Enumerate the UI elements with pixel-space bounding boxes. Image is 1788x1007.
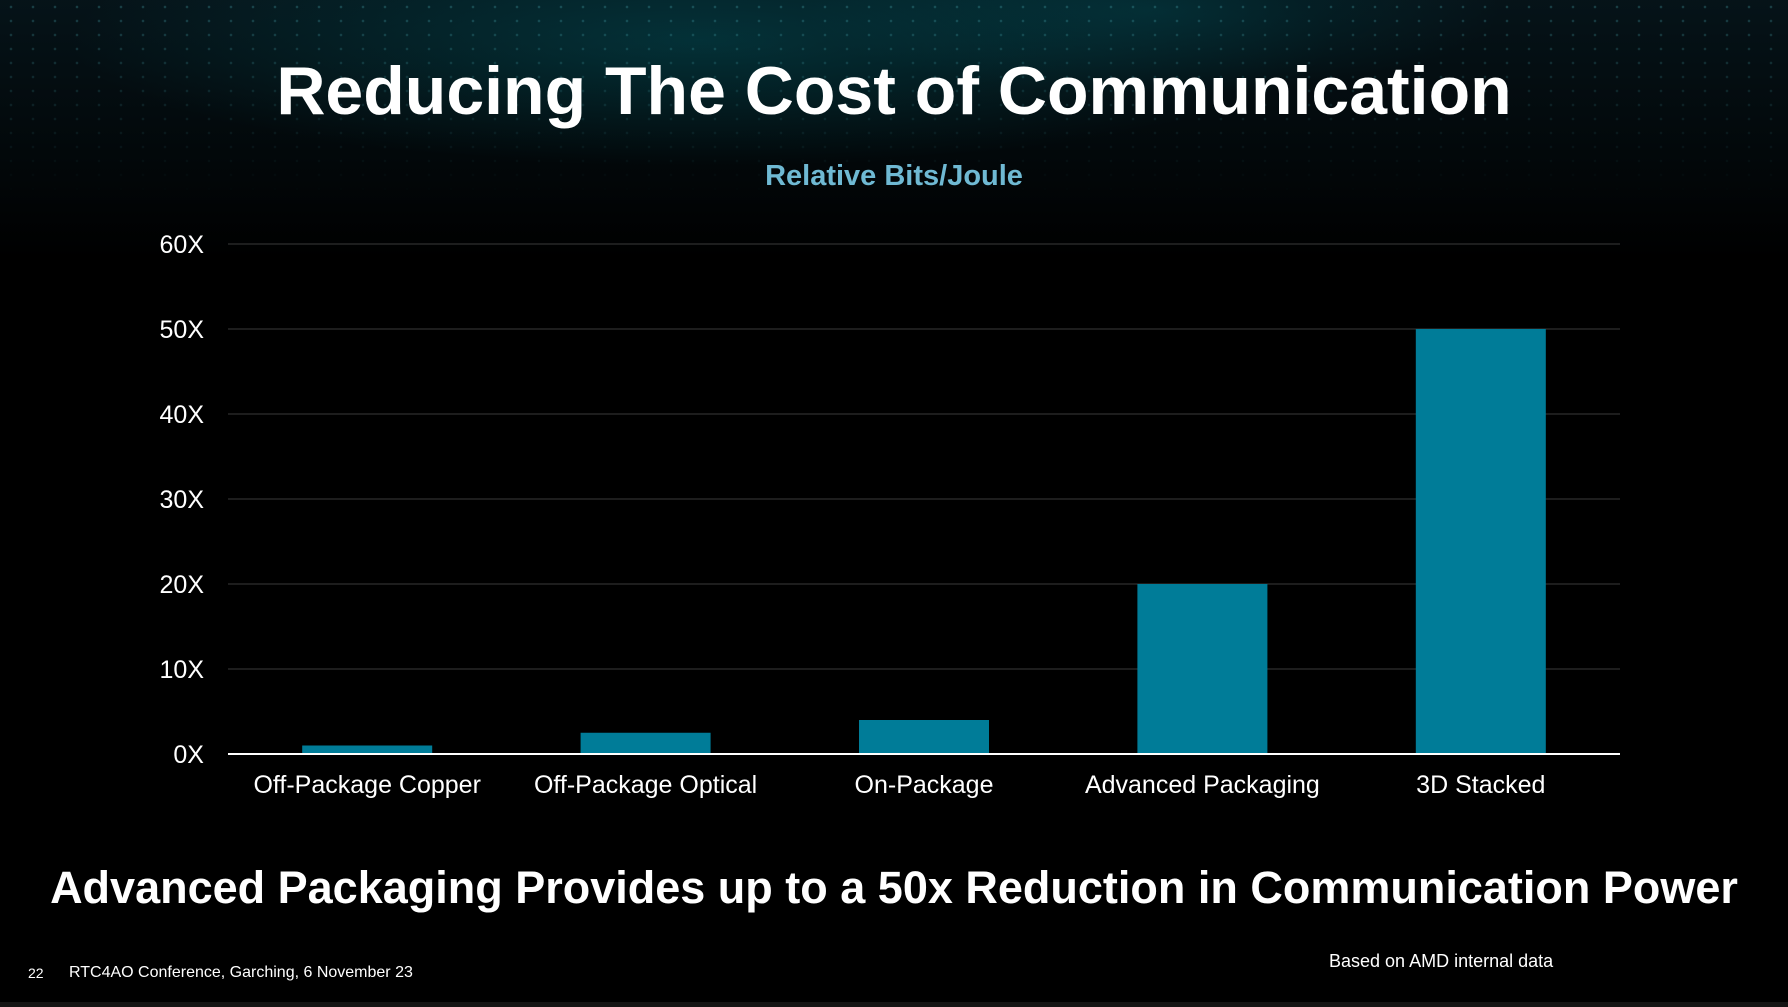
y-tick-label: 50X — [160, 316, 205, 344]
bar — [580, 732, 711, 754]
bar — [1415, 329, 1546, 754]
slide-title: Reducing The Cost of Communication — [276, 53, 1512, 129]
x-tick-label: Advanced Packaging — [1085, 771, 1320, 799]
y-tick-label: 30X — [160, 486, 205, 514]
footer-divider — [0, 1002, 1788, 1007]
bar — [302, 745, 433, 754]
x-tick-label: Off-Package Optical — [534, 771, 757, 799]
y-tick-label: 40X — [160, 401, 205, 429]
x-tick-label: On-Package — [855, 771, 994, 799]
bar — [1137, 584, 1268, 754]
y-tick-label: 10X — [160, 656, 205, 684]
bar-chart: 0X 10X 20X 30X 40X 50X 60X Off-Package Copper Of… — [160, 231, 1620, 799]
y-tick-label: 60X — [160, 231, 205, 259]
source-note: Based on AMD internal data — [1329, 951, 1554, 971]
bar — [859, 720, 989, 754]
x-tick-label: Off-Package Copper — [253, 771, 480, 799]
footer-conference: RTC4AO Conference, Garching, 6 November … — [69, 964, 413, 981]
slide-headline: Advanced Packaging Provides up to a 50x … — [50, 862, 1738, 913]
page-number: 22 — [28, 965, 44, 981]
y-tick-label: 0X — [173, 741, 204, 769]
chart-title: Relative Bits/Joule — [765, 160, 1023, 192]
y-tick-label: 20X — [160, 571, 205, 599]
x-tick-label: 3D Stacked — [1416, 771, 1545, 799]
